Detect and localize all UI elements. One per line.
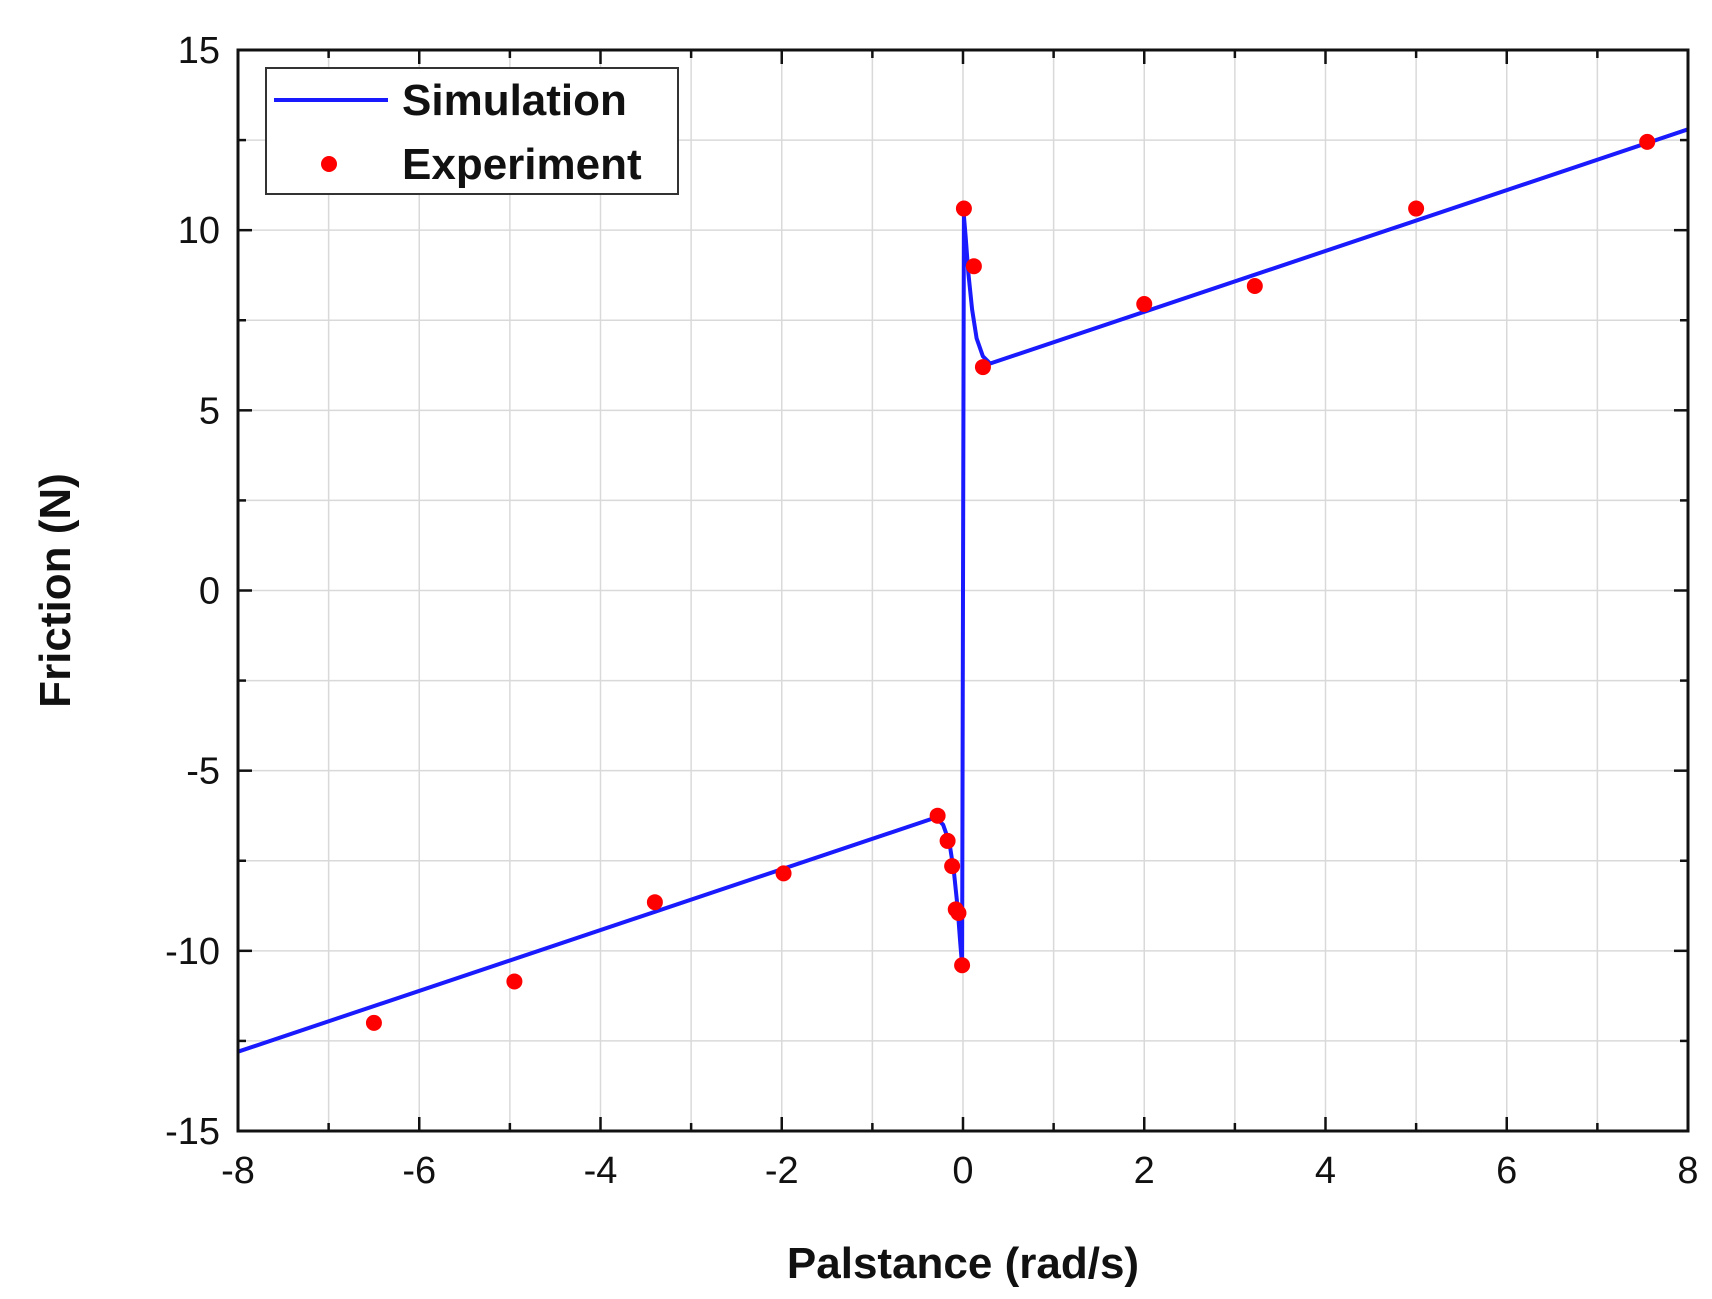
x-axis-title: Palstance (rad/s) bbox=[787, 1239, 1139, 1288]
y-tick-label: 10 bbox=[178, 210, 220, 252]
x-tick-label: -4 bbox=[584, 1150, 618, 1192]
experiment-point bbox=[775, 865, 792, 882]
x-tick-label: -6 bbox=[402, 1150, 436, 1192]
experiment-point bbox=[974, 359, 991, 376]
experiment-point bbox=[955, 200, 972, 217]
experiment-point bbox=[1136, 296, 1153, 313]
experiment-point bbox=[954, 957, 971, 974]
y-tick-label: 5 bbox=[199, 390, 220, 432]
x-tick-label: -8 bbox=[221, 1150, 255, 1192]
x-tick-label: 0 bbox=[952, 1150, 973, 1192]
y-tick-label: 0 bbox=[199, 571, 220, 613]
y-tick-label: 15 bbox=[178, 30, 220, 72]
y-axis-title: Friction (N) bbox=[31, 473, 80, 708]
x-tick-label: 8 bbox=[1677, 1150, 1698, 1192]
x-tick-label: 2 bbox=[1134, 1150, 1155, 1192]
experiment-point bbox=[929, 807, 946, 824]
experiment-point bbox=[1408, 200, 1425, 217]
x-tick-label: 6 bbox=[1496, 1150, 1517, 1192]
legend-simulation-label: Simulation bbox=[402, 76, 627, 125]
experiment-point bbox=[1639, 133, 1656, 150]
experiment-point bbox=[944, 858, 961, 875]
y-tick-label: -5 bbox=[186, 751, 220, 793]
x-tick-label: 4 bbox=[1315, 1150, 1336, 1192]
plot-series bbox=[237, 127, 1689, 1054]
experiment-point bbox=[646, 894, 663, 911]
experiment-point bbox=[939, 832, 956, 849]
legend-experiment-swatch bbox=[321, 156, 337, 172]
legend-experiment-label: Experiment bbox=[402, 140, 642, 189]
experiment-point bbox=[365, 1014, 382, 1031]
y-tick-label: -15 bbox=[165, 1111, 220, 1153]
x-tick-label: -2 bbox=[765, 1150, 799, 1192]
experiment-point bbox=[965, 258, 982, 275]
experiment-point bbox=[506, 973, 523, 990]
plot-frame bbox=[236, 48, 1690, 1133]
experiment-point bbox=[1246, 278, 1263, 295]
y-tick-label: -10 bbox=[165, 931, 220, 973]
legend: Simulation Experiment bbox=[265, 67, 679, 195]
legend-box bbox=[265, 67, 679, 195]
tick-labels: -8 -6 -4 -2 0 2 4 6 8 -15 -10 -5 0 5 10 15 bbox=[165, 30, 1698, 1192]
experiment-point bbox=[950, 904, 967, 921]
